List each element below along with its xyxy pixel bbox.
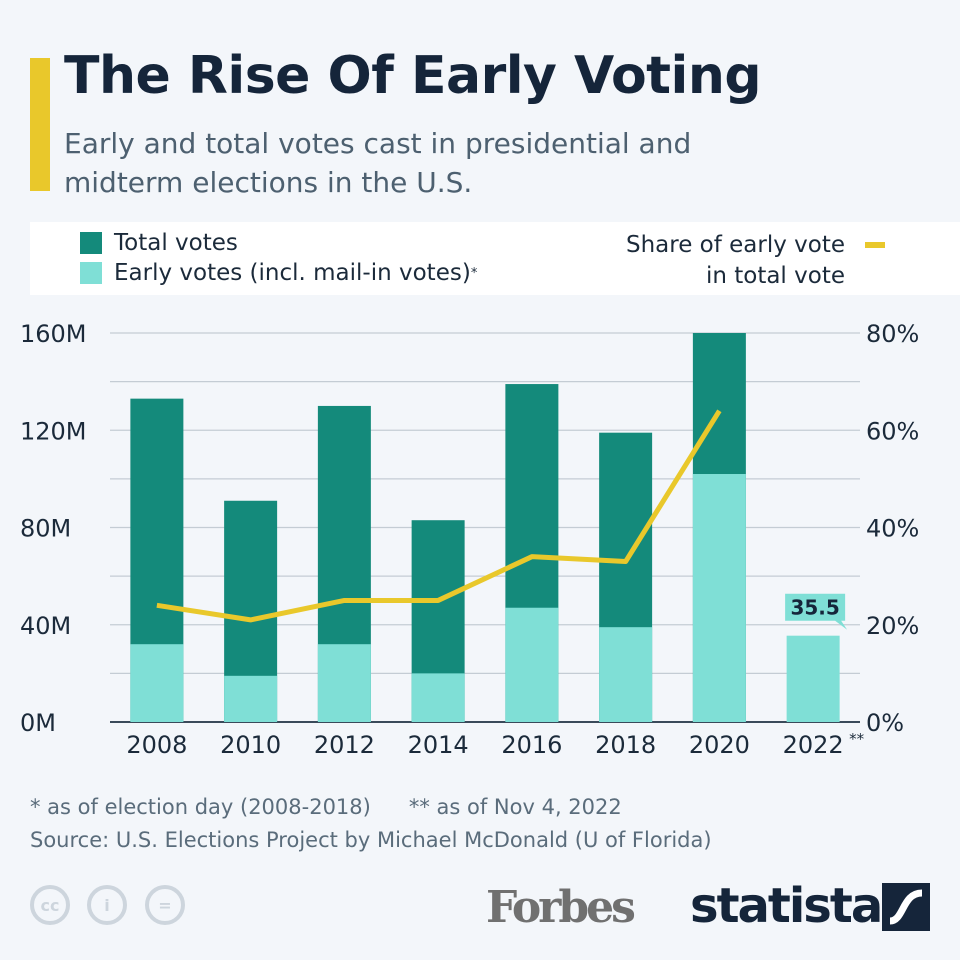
y-tick-left: 40M bbox=[20, 612, 71, 640]
cc-icon[interactable]: cc bbox=[30, 885, 70, 925]
legend-early: Early votes (incl. mail-in votes) * bbox=[80, 260, 477, 286]
x-tick-label: 2020 bbox=[689, 731, 750, 759]
legend-share: Share of early vote in total vote bbox=[626, 230, 845, 292]
x-tick-label: 2014 bbox=[408, 731, 469, 759]
x-tick-label: 2016 bbox=[501, 731, 562, 759]
bar-early-2020 bbox=[692, 474, 746, 722]
footnote-election-day: * as of election day (2008-2018) bbox=[30, 795, 371, 819]
x-tick-label: 2008 bbox=[126, 731, 187, 759]
y-tick-left: 0M bbox=[20, 709, 56, 737]
legend-swatch-early bbox=[80, 262, 102, 284]
x-tick-label: 2012 bbox=[314, 731, 375, 759]
legend-total: Total votes bbox=[80, 230, 238, 256]
bar-early-2008 bbox=[130, 644, 184, 722]
data-label: 35.5 bbox=[790, 596, 839, 620]
x-tick-label: 2022 bbox=[783, 731, 844, 759]
legend-early-sup: * bbox=[470, 265, 478, 281]
y-tick-right: 0% bbox=[866, 709, 904, 737]
legend-swatch-total bbox=[80, 232, 102, 254]
bar-early-2018 bbox=[599, 627, 653, 722]
x-tick-label: 2018 bbox=[595, 731, 656, 759]
legend: Total votes Early votes (incl. mail-in v… bbox=[30, 222, 960, 295]
bar-early-2014 bbox=[411, 673, 465, 722]
bar-early-2012 bbox=[317, 644, 371, 722]
title-accent bbox=[30, 58, 50, 191]
subtitle: Early and total votes cast in presidenti… bbox=[64, 127, 692, 199]
bar-early-2022** bbox=[786, 635, 840, 722]
legend-early-label: Early votes (incl. mail-in votes) bbox=[114, 260, 471, 286]
y-tick-right: 20% bbox=[866, 612, 919, 640]
source-note: Source: U.S. Elections Project by Michae… bbox=[30, 828, 712, 852]
y-tick-right: 80% bbox=[866, 320, 919, 348]
x-tick-footnote-mark: ** bbox=[849, 730, 865, 748]
y-tick-left: 160M bbox=[20, 320, 87, 348]
bar-early-2010 bbox=[224, 675, 278, 722]
legend-share-label-2: in total vote bbox=[705, 263, 845, 289]
footnote-nov: ** as of Nov 4, 2022 bbox=[408, 795, 622, 819]
forbes-logo: Forbes bbox=[486, 882, 636, 933]
y-tick-left: 80M bbox=[20, 515, 71, 543]
data-label-box bbox=[785, 593, 848, 630]
legend-share-label: Share of early vote bbox=[625, 232, 845, 258]
y-tick-left: 120M bbox=[20, 417, 87, 445]
chart: 0M 40M 80M 120M 160M 0% 20% 40% 60% 80% 2008 2010 20… bbox=[20, 320, 919, 759]
legend-swatch-share bbox=[865, 242, 885, 248]
bar-early-2016 bbox=[505, 607, 559, 722]
no-derivatives-icon[interactable]: = bbox=[145, 885, 185, 925]
y-tick-right: 40% bbox=[866, 515, 919, 543]
page-title: The Rise Of Early Voting bbox=[64, 46, 762, 106]
x-tick-label: 2010 bbox=[220, 731, 281, 759]
statista-logo: statista bbox=[690, 878, 883, 934]
footnote-1: * as of election day (2008-2018) ** as of… bbox=[30, 795, 622, 819]
attribution-icon[interactable]: i bbox=[87, 885, 127, 925]
y-tick-right: 60% bbox=[866, 417, 919, 445]
statista-logo-icon bbox=[882, 883, 930, 931]
legend-total-label: Total votes bbox=[114, 230, 238, 256]
